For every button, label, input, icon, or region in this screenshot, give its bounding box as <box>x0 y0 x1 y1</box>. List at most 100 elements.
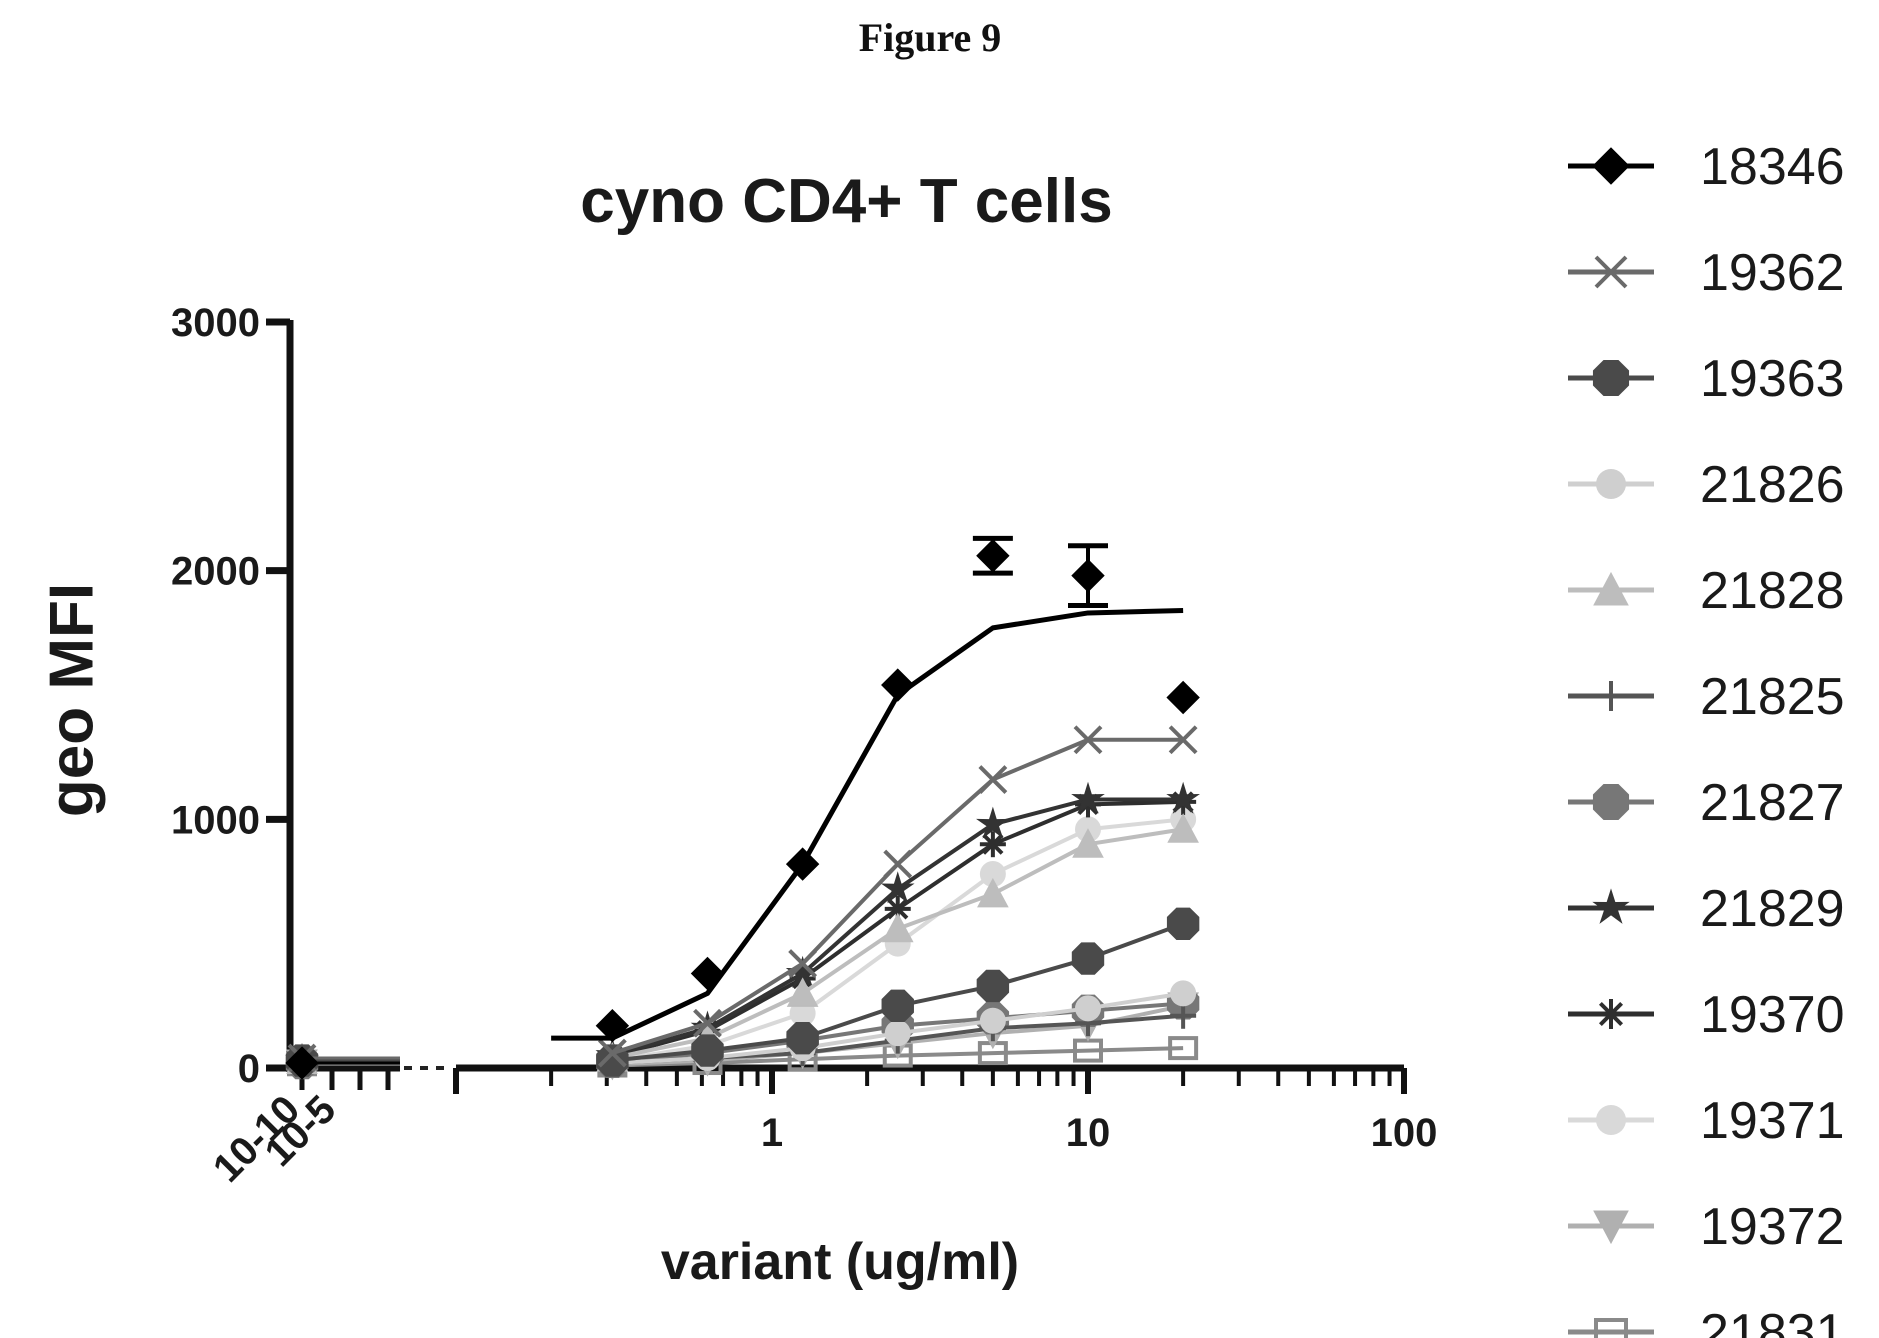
legend-marker <box>1594 1318 1628 1338</box>
data-point-19363 <box>1166 907 1200 940</box>
legend-label: 19371 <box>1700 1092 1845 1150</box>
legend-label: 19372 <box>1700 1198 1845 1256</box>
data-point-18346 <box>1166 680 1200 715</box>
data-point-21826 <box>1075 995 1101 1022</box>
data-point-19362-shape <box>693 1008 722 1038</box>
legend-marker-shape <box>1594 1318 1628 1338</box>
legend-marker <box>1592 888 1630 924</box>
data-point-21826-shape <box>979 1007 1006 1034</box>
legend-item-21825: 21825 <box>1568 668 1845 726</box>
data-point-21828-shape <box>1072 828 1104 858</box>
data-point-21828-shape <box>881 912 914 943</box>
data-point-21829 <box>880 871 915 904</box>
legend-item-21826: 21826 <box>1568 456 1845 514</box>
legend-label: 21827 <box>1700 774 1845 832</box>
data-point-19362-shape <box>883 849 913 879</box>
data-point-21828-shape <box>977 877 1009 908</box>
data-point-19363-shape <box>786 1021 819 1055</box>
legend-marker <box>1592 783 1630 821</box>
data-point-19362 <box>1073 725 1103 755</box>
data-point-19363-shape <box>1071 942 1105 975</box>
series-19370 <box>289 788 1197 1074</box>
legend-marker-shape <box>1592 147 1630 185</box>
data-point-21828 <box>786 977 819 1007</box>
legend-marker <box>1596 1105 1626 1135</box>
data-point-19362-shape <box>978 765 1008 794</box>
legend-marker <box>1593 571 1629 606</box>
data-point-21828-shape <box>1167 813 1199 843</box>
data-point-19363 <box>1071 942 1105 975</box>
data-point-19362-shape <box>1168 725 1198 755</box>
data-point-19363-shape <box>881 989 914 1023</box>
x-tick-label: 10 <box>1066 1111 1111 1155</box>
legend-label: 18346 <box>1700 138 1845 196</box>
data-point-18346 <box>690 956 725 991</box>
legend-item-19371: 19371 <box>1568 1092 1845 1150</box>
data-point-18346 <box>595 1009 630 1043</box>
data-point-19362-shape <box>597 1038 627 1068</box>
y-tick-label: 3000 <box>171 301 260 345</box>
legend-marker <box>1593 1210 1629 1245</box>
legend-marker <box>1592 359 1630 397</box>
legend-item-21831: 21831 <box>1568 1304 1845 1338</box>
legend-marker <box>1596 469 1626 499</box>
data-point-21831 <box>1168 1036 1199 1061</box>
data-point-19370 <box>884 895 911 922</box>
series-19371 <box>289 806 1197 1075</box>
data-point-19363 <box>976 969 1010 1003</box>
figure-title: Figure 9 <box>858 15 1002 60</box>
data-point-21829 <box>1071 781 1105 814</box>
data-point-18346 <box>881 668 915 702</box>
series-18346 <box>285 539 1200 1080</box>
data-point-21829-shape <box>1071 781 1105 814</box>
legend-label: 19370 <box>1700 986 1845 1044</box>
data-point-19370-shape <box>982 833 1004 855</box>
data-point-19362 <box>1168 725 1198 755</box>
legend: 18346 19362 19363 21826 21828 21825 21827 21829… <box>1568 138 1845 1338</box>
data-point-19362 <box>597 1038 627 1068</box>
series-21829 <box>285 781 1200 1075</box>
legend-label: 21826 <box>1700 456 1845 514</box>
legend-item-19370: 19370 <box>1568 986 1845 1044</box>
data-point-18346-shape <box>1166 680 1200 715</box>
data-point-21825 <box>1170 1002 1197 1029</box>
data-point-21829 <box>976 806 1010 839</box>
data-point-19362-shape <box>1073 725 1103 755</box>
legend-item-21827: 21827 <box>1568 774 1845 832</box>
data-point-21828 <box>1167 813 1199 843</box>
data-point-21826 <box>979 1007 1006 1034</box>
legend-item-19362: 19362 <box>1568 244 1845 302</box>
legend-item-21829: 21829 <box>1568 880 1845 938</box>
data-point-19362 <box>883 849 913 879</box>
legend-item-21828: 21828 <box>1568 562 1845 620</box>
data-point-21829-shape <box>1166 781 1200 814</box>
data-point-19363 <box>786 1021 819 1055</box>
data-point-21826 <box>884 1020 911 1047</box>
legend-marker <box>1594 255 1628 289</box>
data-point-19370-shape <box>887 898 909 920</box>
data-point-21826-shape <box>1170 980 1197 1007</box>
legend-marker-shape <box>1592 359 1630 397</box>
x-tick-label: 1 <box>761 1111 783 1155</box>
legend-marker-shape <box>1598 1001 1624 1027</box>
data-point-19363 <box>691 1034 724 1067</box>
legend-item-19363: 19363 <box>1568 350 1845 408</box>
data-point-18346 <box>785 847 820 881</box>
data-point-19362 <box>693 1008 722 1038</box>
legend-marker-shape <box>1593 571 1629 606</box>
data-point-21828 <box>977 877 1009 908</box>
legend-marker <box>1596 681 1626 711</box>
legend-label: 19362 <box>1700 244 1845 302</box>
data-point-18346-shape <box>595 1009 630 1043</box>
legend-marker-shape <box>1592 783 1630 821</box>
data-point-21826 <box>1170 980 1197 1007</box>
legend-label: 21828 <box>1700 562 1845 620</box>
data-point-21828-shape <box>786 977 819 1007</box>
data-point-18346-shape <box>881 668 915 702</box>
legend-item-18346: 18346 <box>1568 138 1845 196</box>
x-axis-label: variant (ug/ml) <box>660 1233 1020 1291</box>
series-layer <box>285 535 1200 1081</box>
data-point-21828 <box>1072 828 1104 858</box>
data-point-19363 <box>881 989 914 1023</box>
